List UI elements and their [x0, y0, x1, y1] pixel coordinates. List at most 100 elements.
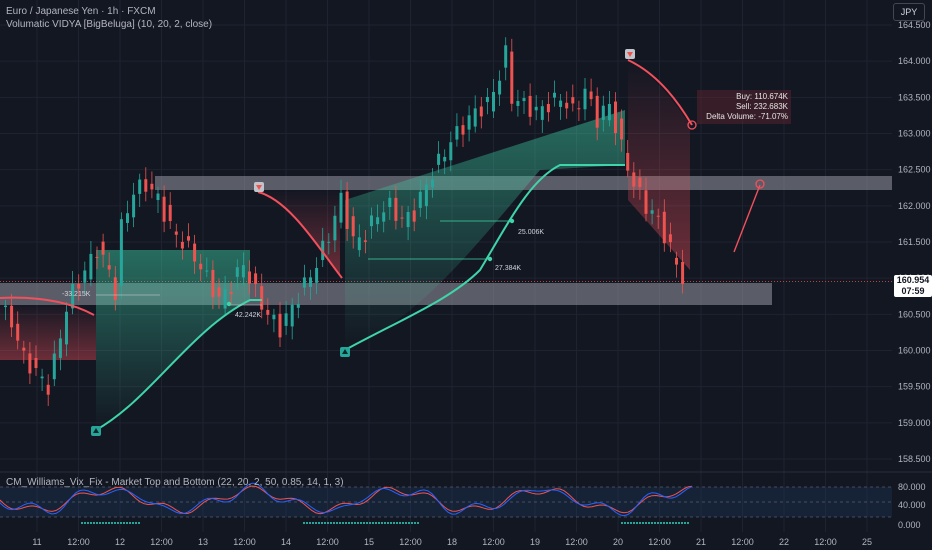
candle-body: [443, 156, 447, 162]
candle-body: [553, 92, 556, 98]
oscillator-tick: 80.000: [898, 482, 926, 492]
candle-body: [565, 102, 569, 109]
oscillator-signal: [405, 522, 407, 524]
oscillator-signal: [411, 522, 413, 524]
candle-body: [248, 271, 251, 284]
candle-body: [363, 240, 367, 242]
candle-body: [681, 261, 685, 285]
candle-body: [626, 152, 630, 171]
candle-body: [40, 376, 44, 379]
time-tick: 12:00: [814, 537, 837, 547]
candle-body: [284, 313, 288, 326]
oscillator-signal: [351, 522, 353, 524]
price-tick: 164.500: [898, 20, 931, 30]
oscillator-signal: [132, 522, 134, 524]
candle-body: [193, 243, 197, 262]
time-tick: 12:00: [731, 537, 754, 547]
oscillator-signal: [333, 522, 335, 524]
candle-body: [156, 193, 160, 201]
candle-body: [180, 241, 184, 249]
candle-body: [101, 241, 105, 255]
oscillator-signal: [375, 522, 377, 524]
vidya-line-bull: [344, 164, 625, 351]
candle-body: [431, 179, 434, 188]
candle-body: [583, 88, 587, 110]
candle-body: [138, 179, 142, 194]
trend-fill-bull: [345, 110, 625, 350]
candle-body: [187, 236, 190, 241]
time-tick: 19: [530, 537, 540, 547]
candle-body: [461, 125, 465, 135]
oscillator-title[interactable]: CM_Williams_Vix_Fix - Market Top and Bot…: [6, 477, 344, 488]
price-tick: 159.500: [898, 382, 931, 392]
candle-body: [571, 97, 575, 104]
candle-body: [485, 97, 489, 103]
time-tick: 18: [447, 537, 457, 547]
candle-body: [199, 263, 203, 270]
oscillator-signal: [354, 522, 356, 524]
candle-body: [577, 108, 581, 110]
oscillator-signal: [108, 522, 110, 524]
candle-body: [559, 100, 563, 107]
oscillator-signal: [681, 522, 683, 524]
candle-body: [455, 126, 459, 140]
candle-body: [95, 256, 99, 258]
time-tick: 12:00: [482, 537, 505, 547]
currency-button[interactable]: JPY: [893, 3, 925, 21]
oscillator-signal: [660, 522, 662, 524]
candle-body: [504, 45, 508, 68]
oscillator-signal: [633, 522, 635, 524]
candle-body: [467, 115, 471, 130]
candle-body: [437, 153, 441, 165]
oscillator-signal: [366, 522, 368, 524]
oscillator-signal: [84, 522, 86, 524]
candle-body: [510, 51, 514, 104]
oscillator-signal: [651, 522, 653, 524]
time-tick: 11: [32, 537, 41, 547]
oscillator-signal: [387, 522, 389, 524]
oscillator-signal: [120, 522, 122, 524]
price-tick: 163.000: [898, 129, 931, 139]
volume-dot: [487, 256, 493, 262]
oscillator-signal: [621, 522, 623, 524]
candle-body: [58, 338, 62, 358]
volume-tooltip: Buy: 110.674K Sell: 232.683K Delta Volum…: [697, 90, 791, 124]
signal-up-icon: [340, 347, 350, 357]
candle-body: [150, 183, 154, 190]
price-tick: 164.000: [898, 56, 931, 66]
candle-body: [290, 304, 294, 327]
oscillator-signal: [372, 522, 374, 524]
oscillator-signal: [309, 522, 311, 524]
oscillator-signal: [123, 522, 125, 524]
oscillator-signal: [117, 522, 119, 524]
oscillator-signal: [363, 522, 365, 524]
candle-body: [119, 219, 123, 286]
oscillator-signal: [669, 522, 671, 524]
oscillator-signal: [327, 522, 329, 524]
oscillator-signal: [360, 522, 362, 524]
oscillator-signal: [369, 522, 371, 524]
oscillator-signal: [666, 522, 668, 524]
oscillator-signal: [324, 522, 326, 524]
tooltip-delta: Delta Volume: -71.07%: [706, 112, 788, 121]
candle-body: [528, 95, 532, 117]
trend-fill-bear: [258, 190, 340, 275]
vidya-line-bear: [0, 296, 95, 316]
oscillator-signal: [654, 522, 656, 524]
candle-body: [162, 196, 166, 222]
price-tick: 159.000: [898, 418, 931, 428]
price-tick: 158.500: [898, 454, 931, 464]
candle-body: [522, 98, 526, 102]
oscillator-signal: [624, 522, 626, 524]
time-tick: 13: [198, 537, 208, 547]
symbol-title[interactable]: Euro / Japanese Yen · 1h · FXCM: [6, 6, 156, 17]
tooltip-buy: Buy: 110.674K: [736, 92, 788, 101]
oscillator-signal: [396, 522, 398, 524]
oscillator-signal: [336, 522, 338, 524]
oscillator-signal: [636, 522, 638, 524]
vidya-line-bear: [627, 59, 693, 126]
candle-body: [668, 234, 672, 243]
candle-body: [492, 91, 495, 112]
indicator-title[interactable]: Volumatic VIDYA [BigBeluga] (10, 20, 2, …: [6, 19, 213, 30]
